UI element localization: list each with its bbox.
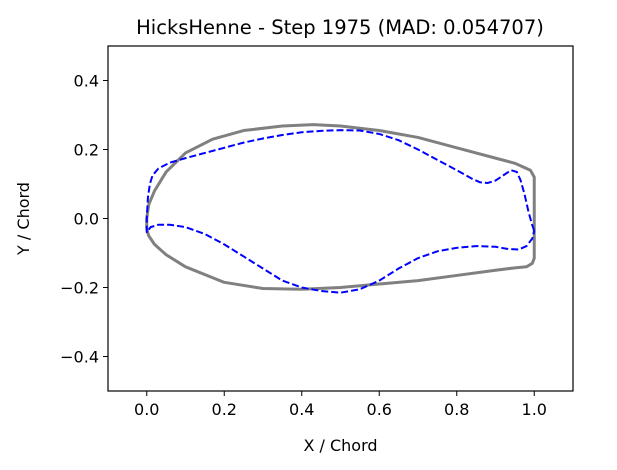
baseline-airfoil-line: [145, 123, 536, 291]
optimized-airfoil-line: [145, 129, 536, 294]
x-tick-label: 0.2: [212, 400, 237, 419]
y-axis: −0.4 −0.2 0.0 0.2 0.4: [60, 72, 108, 367]
series-layer: [145, 123, 536, 294]
x-tick-label: 0.0: [134, 400, 159, 419]
y-tick-label: −0.2: [60, 279, 99, 298]
y-tick-label: −0.4: [60, 348, 99, 367]
plot-area: [108, 46, 573, 391]
x-axis: 0.0 0.2 0.4 0.6 0.8 1.0: [134, 391, 547, 419]
y-axis-label: Y / Chord: [14, 182, 33, 256]
x-tick-label: 0.8: [444, 400, 469, 419]
x-tick-label: 0.4: [289, 400, 314, 419]
y-tick-label: 0.2: [74, 141, 99, 160]
chart-title: HicksHenne - Step 1975 (MAD: 0.054707): [136, 16, 544, 39]
x-axis-label: X / Chord: [303, 436, 377, 455]
y-tick-label: 0.0: [74, 210, 99, 229]
x-tick-label: 0.6: [367, 400, 392, 419]
y-tick-label: 0.4: [74, 72, 99, 91]
x-tick-label: 1.0: [522, 400, 547, 419]
